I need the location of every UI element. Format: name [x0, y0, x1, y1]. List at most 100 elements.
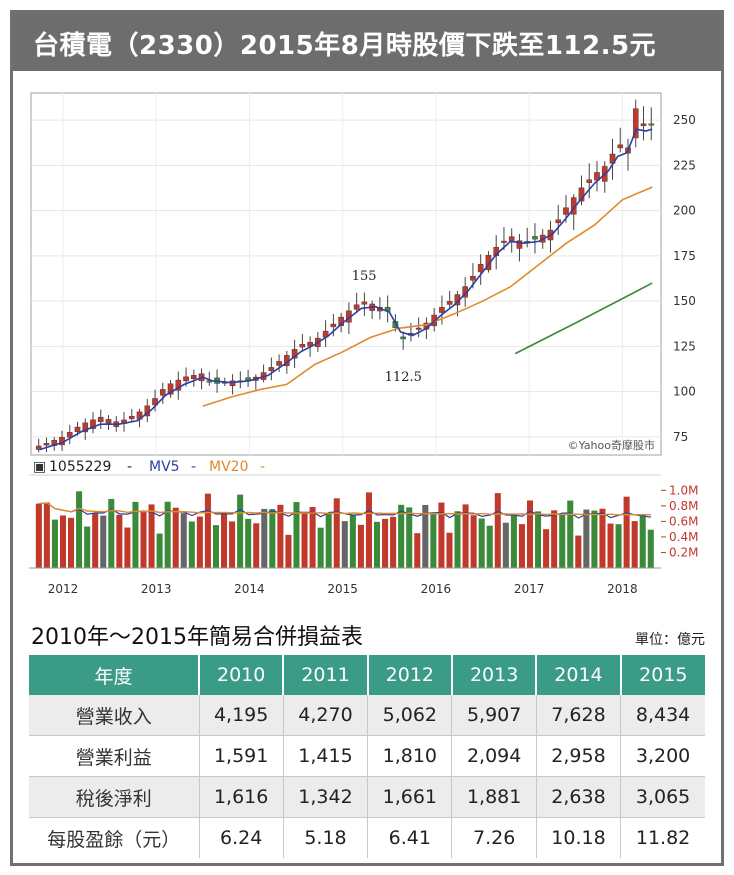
table-cell: 3,065: [620, 776, 705, 818]
candle-body: [555, 219, 562, 224]
table-cell: 1,342: [283, 776, 369, 818]
volume-bar: [502, 522, 509, 568]
row-label: 營業利益: [29, 735, 200, 777]
candle-body: [361, 301, 368, 305]
candle-body: [617, 144, 624, 149]
price-panel: 75 100 125 150 175 200 225 250 155 112.5 ©Yahoo…: [30, 92, 696, 456]
volume-bar: [196, 516, 203, 568]
x-tick-label: 2013: [141, 582, 172, 596]
table-cell: 10.18: [536, 817, 622, 858]
price-grid: [31, 93, 661, 455]
volume-bar: [76, 491, 83, 568]
volume-y-tick-label: 0.2M: [669, 545, 698, 559]
x-tick-label: 2014: [234, 582, 265, 596]
volume-bar: [559, 514, 566, 568]
volume-bar: [518, 524, 525, 568]
header-cell: 2014: [536, 655, 622, 695]
volume-bar: [333, 498, 340, 568]
volume-bar: [615, 524, 622, 568]
volume-bar: [116, 514, 123, 568]
candle-body: [167, 383, 174, 395]
price-y-tick-label: 250: [673, 113, 696, 127]
ma5-legend-dash: -: [191, 459, 196, 475]
candle-body: [159, 389, 166, 396]
price-y-tick-label: 150: [673, 294, 696, 308]
table-cell: 1,881: [451, 776, 537, 818]
candle-body: [586, 179, 593, 183]
table-row: 營業收入 4,195 4,270 5,062 5,907 7,628 8,434: [29, 695, 705, 736]
ma5-legend: MV5: [149, 459, 180, 475]
candle-body: [74, 426, 81, 432]
candle-body: [563, 207, 569, 215]
candle-body: [82, 422, 89, 433]
volume-bar: [543, 529, 550, 568]
candle-body: [43, 443, 50, 446]
candle-body: [128, 415, 135, 420]
volume-bar: [575, 535, 582, 568]
candle-body: [97, 416, 104, 423]
table-cell: 2,638: [536, 776, 622, 818]
x-tick-label: 2012: [48, 582, 79, 596]
volume-bar: [446, 532, 453, 568]
volume-legend-dash: -: [127, 459, 132, 475]
volume-bar: [51, 519, 58, 568]
volume-bar: [285, 534, 292, 568]
volume-bar: [132, 501, 139, 568]
volume-bar: [188, 521, 195, 568]
ma5-line: [39, 128, 653, 451]
volume-icon: ▣: [33, 459, 46, 475]
x-tick-label: 2016: [421, 582, 452, 596]
x-tick-label: 2017: [514, 582, 545, 596]
ma20-legend: MV20: [209, 459, 248, 475]
table-row: 稅後淨利 1,616 1,342 1,661 1,881 2,638 3,065: [29, 776, 705, 818]
candle-body: [276, 361, 282, 366]
table-cell: 3,200: [620, 735, 705, 777]
table-cell: 7,628: [536, 695, 622, 736]
price-plot-area: [30, 92, 662, 456]
volume-bar: [390, 516, 397, 568]
volume-bar: [599, 508, 606, 568]
volume-bar: [567, 500, 574, 568]
table-cell: 6.24: [199, 817, 284, 858]
volume-bar: [212, 525, 219, 568]
candle-body: [439, 307, 445, 313]
candle-body: [532, 236, 538, 240]
candle-body: [648, 123, 655, 126]
header-cell: 2010: [199, 655, 285, 695]
volume-bar: [535, 511, 542, 568]
volume-bar: [470, 515, 477, 568]
candle-body: [175, 379, 182, 391]
income-statement-table: 年度 2010 2011 2012 2013 2014 2015 營業收入 4,…: [29, 655, 705, 858]
volume-y-tick-label: 1.0M: [669, 483, 698, 497]
unit-label: 單位：億元: [635, 632, 705, 648]
volume-bar: [253, 523, 260, 568]
table-cell: 11.82: [635, 827, 691, 849]
volume-bar: [237, 494, 244, 568]
candle-body: [640, 123, 647, 126]
volume-bar: [607, 523, 614, 568]
table-cell: 4,195: [199, 695, 284, 736]
volume-bar: [357, 524, 364, 568]
volume-bar: [422, 504, 429, 568]
table-cell: 5.18: [283, 817, 369, 858]
volume-bar: [108, 498, 115, 568]
volume-bar: [301, 511, 308, 568]
candle-body: [470, 276, 476, 281]
volume-bar: [398, 504, 405, 568]
volume-bar: [148, 504, 155, 568]
volume-bar: [43, 502, 50, 568]
volume-bar: [68, 517, 75, 568]
candles: [35, 99, 655, 453]
volume-bar: [293, 502, 300, 568]
header-cell: 2011: [283, 655, 369, 695]
candle-body: [299, 343, 306, 348]
volume-y-tick-label: 0.8M: [669, 499, 698, 513]
volume-bar: [164, 501, 171, 568]
volume-bar: [510, 515, 517, 568]
table-header-row: 年度 2010 2011 2012 2013 2014 2015: [29, 655, 705, 695]
candle-body: [353, 304, 360, 310]
candle-body: [415, 327, 422, 330]
ma60-line: [514, 282, 653, 355]
candle-body: [632, 108, 639, 139]
candle-body: [485, 254, 492, 271]
